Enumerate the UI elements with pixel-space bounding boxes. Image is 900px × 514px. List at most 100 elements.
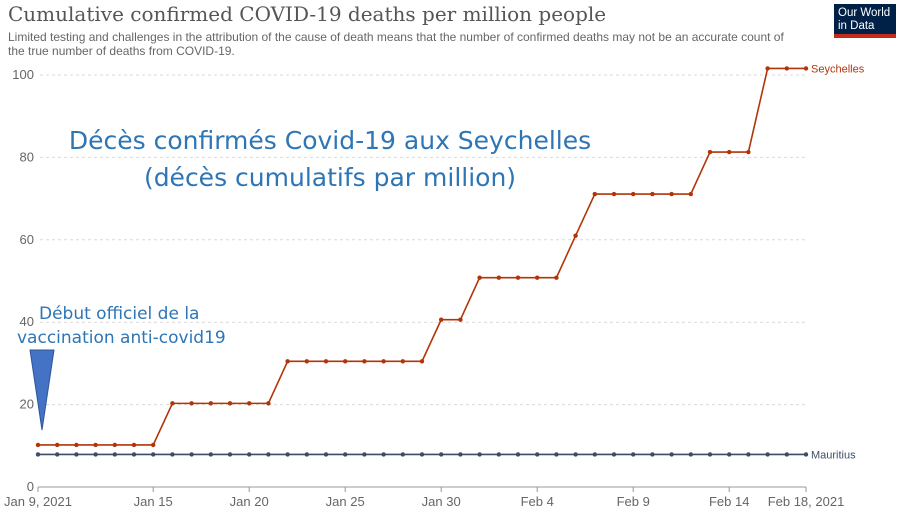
data-point [803,452,809,457]
data-point [727,452,732,457]
data-point [535,452,540,457]
vaccination-marker-icon [29,349,55,431]
annotation-layer [29,349,55,431]
data-point [477,452,482,457]
data-point [496,275,501,280]
data-point [592,191,597,197]
data-point [247,401,252,406]
grid-lines [40,74,806,406]
annotation-title-line-2: (décès cumulatifs par million) [143,163,517,192]
data-point [189,401,194,406]
data-point [784,66,789,71]
data-point [669,191,674,197]
y-tick-label: 60 [20,232,34,247]
data-point [746,452,751,457]
x-tick-label: Feb 4 [521,494,554,509]
data-point [688,452,693,457]
data-point [765,66,770,71]
data-point [592,452,597,457]
data-point [285,359,290,364]
data-point [304,452,309,457]
x-tick-label: Jan 9, 2021 [4,494,72,509]
vaccination-annotation-line-2: vaccination anti-covid19 [17,328,226,348]
data-point [343,359,348,364]
data-point [227,452,233,457]
data-point [323,359,329,364]
data-point [496,452,501,457]
x-tick-label: Jan 30 [422,494,461,509]
series-group: Seychelles Mauritius [35,63,865,461]
x-tick-label: Feb 18, 2021 [768,494,845,509]
x-tick-label: Feb 9 [617,494,650,509]
data-point [419,452,425,457]
data-point [650,452,655,457]
y-tick-label: 100 [12,67,34,82]
data-point [458,317,463,322]
x-tick-label: Jan 20 [230,494,269,509]
data-point [208,452,213,457]
data-point [515,452,521,457]
data-point [803,66,809,71]
data-point [784,452,789,457]
data-point [573,233,578,238]
data-point [343,452,348,457]
data-point [573,452,578,457]
data-point [746,149,751,155]
data-point [439,452,444,457]
x-axis: Jan 9, 2021 Jan 15 Jan 20 Jan 25 Jan 30 Feb 4… [4,486,845,509]
y-axis-ticks: 0 20 40 60 80 100 [12,67,34,494]
data-point [765,452,770,457]
data-point [631,191,636,197]
data-point [650,191,655,197]
x-tick-label: Jan 25 [326,494,365,509]
data-point [707,149,713,155]
data-point [208,401,213,406]
data-point [554,275,559,280]
data-point [477,275,482,280]
data-point [688,191,693,197]
chart-subtitle: Limited testing and challenges in the at… [8,30,784,58]
vaccination-annotation-line-1: Début officiel de la [39,304,200,324]
data-point [55,442,60,448]
data-point [381,359,386,364]
data-point [266,401,271,406]
data-point [151,452,156,457]
data-point [35,452,41,457]
data-point [131,452,137,457]
data-point [266,452,271,457]
data-point [611,452,617,457]
series-mauritius: Mauritius [35,449,856,461]
series-label: Seychelles [811,63,865,75]
y-tick-label: 40 [20,314,34,329]
data-point [227,401,233,406]
data-point [93,442,98,448]
data-point [189,452,194,457]
logo-line-1: Our World [838,7,891,19]
data-point [381,452,386,457]
data-point [362,452,367,457]
y-tick-label: 80 [20,149,34,164]
data-point [112,442,118,448]
data-point [535,275,540,280]
annotation-title-line-1: Décès confirmés Covid-19 aux Seychelles [68,126,592,155]
data-point [669,452,674,457]
data-point [323,452,329,457]
y-tick-label: 20 [20,397,34,412]
data-point [247,452,252,457]
vaccination-annotation: Début officiel de la vaccination anti-co… [17,302,247,350]
data-point [35,442,41,448]
x-tick-label: Feb 14 [709,494,749,509]
data-point [400,452,405,457]
data-point [112,452,118,457]
data-point [93,452,98,457]
data-point [151,442,156,448]
data-point [439,317,444,322]
data-point [55,452,60,457]
data-point [400,359,405,364]
owid-logo[interactable]: Our World in Data [834,4,896,38]
data-point [419,359,425,364]
data-point [170,401,175,406]
x-tick-label: Jan 15 [134,494,173,509]
data-point [170,452,175,457]
series-seychelles: Seychelles [35,63,865,448]
